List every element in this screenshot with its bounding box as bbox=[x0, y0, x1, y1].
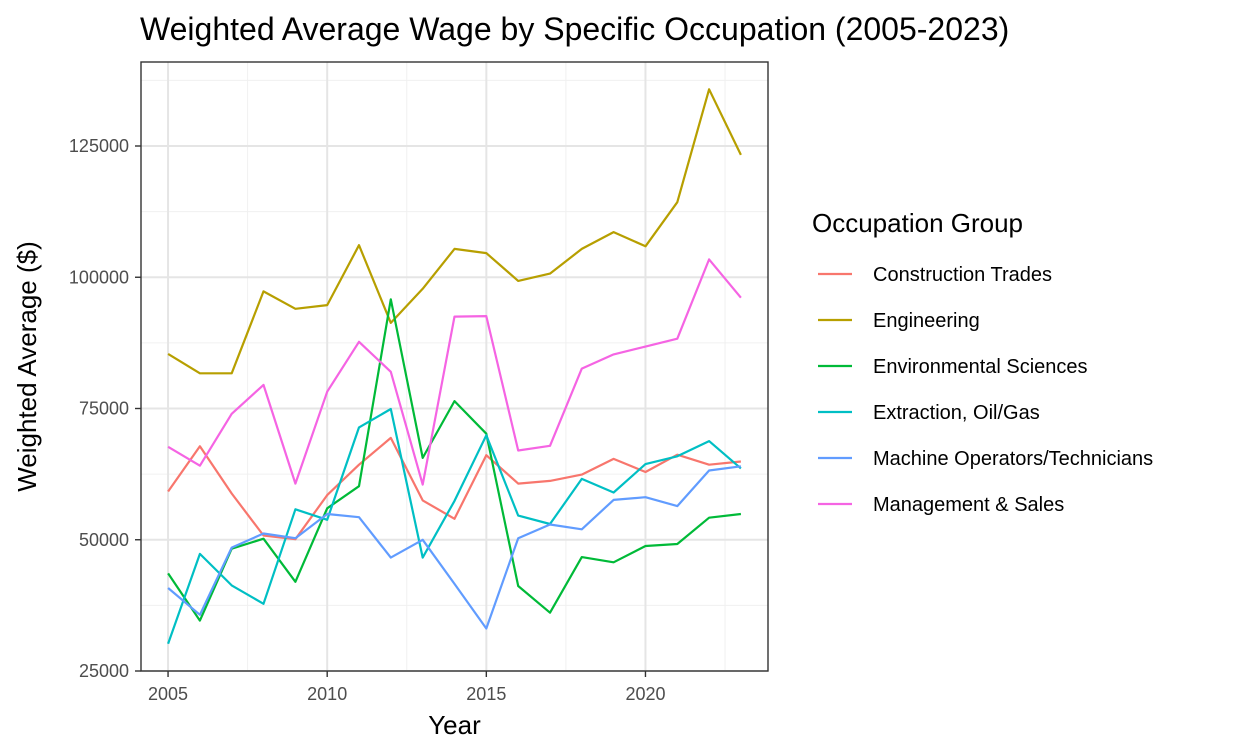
y-tick-label: 125000 bbox=[69, 136, 129, 156]
legend-label-extraction-oil-gas: Extraction, Oil/Gas bbox=[873, 402, 1040, 424]
legend-items: Construction Trades Engineering Environmen… bbox=[818, 264, 1153, 516]
y-axis-title: Weighted Average ($) bbox=[12, 241, 42, 492]
plot-border bbox=[140, 61, 769, 672]
legend-title: Occupation Group bbox=[812, 208, 1023, 238]
legend-label-construction-trades: Construction Trades bbox=[873, 264, 1052, 286]
x-tick-label: 2020 bbox=[625, 684, 665, 704]
plot-background bbox=[141, 62, 768, 671]
legend-label-engineering: Engineering bbox=[873, 310, 980, 332]
series-line-management-sales bbox=[167, 258, 742, 486]
x-tick-label: 2015 bbox=[466, 684, 506, 704]
legend-label-environmental-sciences: Environmental Sciences bbox=[873, 356, 1088, 378]
legend-label-machine-operators-technicians: Machine Operators/Technicians bbox=[873, 448, 1153, 470]
legend: Occupation Group Construction Trades Engi… bbox=[812, 208, 1153, 516]
series-line-environmental-sciences bbox=[167, 298, 742, 622]
series-line-extraction-oil-gas bbox=[167, 407, 742, 645]
plot-panel bbox=[141, 62, 768, 671]
y-axis: 25000 50000 75000 100000 125000 bbox=[69, 136, 141, 681]
legend-label-management-sales: Management & Sales bbox=[873, 494, 1064, 516]
series-lines bbox=[167, 88, 742, 645]
series-line-construction-trades bbox=[167, 436, 742, 541]
x-axis-title: Year bbox=[428, 710, 481, 740]
series-line-machine-operators-technicians bbox=[167, 465, 742, 630]
x-tick-label: 2010 bbox=[307, 684, 347, 704]
chart-title: Weighted Average Wage by Specific Occupa… bbox=[140, 11, 1009, 47]
y-tick-label: 75000 bbox=[79, 399, 129, 419]
x-axis: 2005 2010 2015 2020 bbox=[148, 671, 665, 704]
x-tick-label: 2005 bbox=[148, 684, 188, 704]
series-line-engineering bbox=[167, 88, 742, 375]
y-tick-label: 100000 bbox=[69, 267, 129, 287]
y-tick-label: 25000 bbox=[79, 661, 129, 681]
y-tick-label: 50000 bbox=[79, 530, 129, 550]
